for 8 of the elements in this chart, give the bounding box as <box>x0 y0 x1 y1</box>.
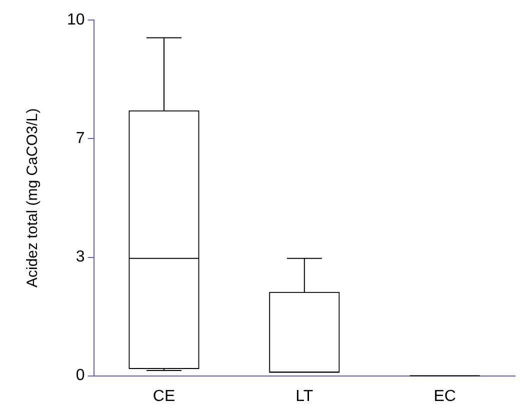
y-tick-label: 10 <box>67 11 85 28</box>
y-tick-label: 7 <box>76 130 85 147</box>
y-tick-label: 3 <box>76 248 85 266</box>
y-axis-title: Acidez total (mg CaCO3/L) <box>24 108 42 288</box>
y-tick-label: 0 <box>76 367 85 384</box>
x-tick-label: CE <box>152 388 176 405</box>
x-tick-label: EC <box>434 388 456 405</box>
x-tick-label: LT <box>296 388 314 405</box>
